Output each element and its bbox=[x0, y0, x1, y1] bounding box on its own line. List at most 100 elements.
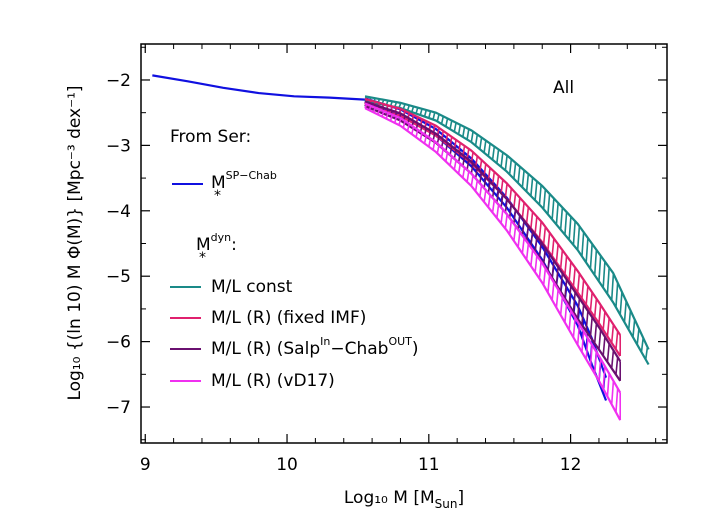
legend-label-sp-chab: MSP−Chab bbox=[211, 169, 277, 193]
legend-label-vd17: M/L (R) (vD17) bbox=[211, 371, 335, 391]
series-4-hatch bbox=[610, 350, 615, 369]
series-5-hatch bbox=[547, 275, 551, 293]
series-2-hatch bbox=[615, 282, 619, 308]
series-5-hatch bbox=[385, 112, 389, 119]
series-2-hatch bbox=[457, 124, 462, 135]
series-2-hatch bbox=[466, 128, 470, 140]
series-2-hatch bbox=[559, 207, 564, 230]
series-4-hatch bbox=[504, 199, 508, 213]
series-2-hatch bbox=[504, 155, 508, 171]
series-3-hatch bbox=[538, 221, 542, 239]
series-3-hatch bbox=[525, 207, 530, 224]
y-tick-label: −4 bbox=[106, 202, 131, 222]
series-5-hatch bbox=[483, 189, 487, 203]
series-4-hatch bbox=[585, 310, 589, 332]
series-5-hatch bbox=[610, 380, 615, 405]
series-3-hatch bbox=[572, 267, 576, 287]
series-4-hatch bbox=[479, 172, 483, 184]
series-2-hatch bbox=[644, 346, 649, 360]
series-5-hatch bbox=[598, 358, 602, 381]
series-5-hatch bbox=[606, 373, 610, 397]
series-3-hatch bbox=[589, 292, 593, 312]
series-5-hatch bbox=[504, 214, 508, 229]
series-4-hatch bbox=[606, 343, 610, 363]
series-5-hatch bbox=[389, 114, 394, 122]
series-3-hatch bbox=[610, 324, 615, 343]
series-4-hatch bbox=[568, 285, 572, 306]
series-5-hatch bbox=[436, 144, 440, 154]
series-5-hatch bbox=[487, 194, 491, 208]
series-5-hatch bbox=[423, 135, 428, 144]
series-2-hatch bbox=[542, 189, 547, 210]
series-5-lower-edge bbox=[364, 107, 622, 421]
series-5-hatch bbox=[564, 303, 568, 323]
series-5-hatch bbox=[453, 159, 457, 170]
series-4-hatch bbox=[496, 190, 500, 203]
series-2-hatch bbox=[411, 106, 415, 113]
series-5-hatch bbox=[377, 109, 381, 115]
series-2-hatch bbox=[610, 273, 615, 301]
series-4-hatch bbox=[593, 323, 598, 344]
y-tick-label: −2 bbox=[106, 71, 131, 91]
series-3-hatch bbox=[504, 183, 508, 198]
series-2-hatch bbox=[576, 226, 581, 251]
legend-group2-title: Mdyn: bbox=[196, 231, 237, 255]
series-5-band bbox=[364, 102, 622, 421]
series-3-hatch bbox=[593, 298, 598, 318]
series-2-hatch bbox=[521, 170, 525, 188]
series-5-hatch bbox=[398, 117, 402, 126]
series-4-hatch bbox=[589, 317, 593, 338]
series-2-hatch bbox=[602, 261, 606, 288]
series-2-hatch bbox=[525, 173, 530, 192]
axis-ticks bbox=[141, 44, 667, 443]
x-axis-title: Log₁₀ M [MSun] bbox=[344, 488, 464, 511]
tick-labels: 9 10 11 12 −2 −3 −4 −5 −6 −7 bbox=[106, 71, 581, 475]
series-2-hatch bbox=[568, 216, 572, 240]
series-3-hatch bbox=[568, 261, 572, 281]
series-5-hatch bbox=[589, 345, 593, 367]
series-5-hatch bbox=[457, 163, 462, 174]
series-5-hatch bbox=[415, 129, 419, 138]
series-2-band bbox=[364, 95, 650, 366]
y-tick-label: −6 bbox=[106, 333, 131, 353]
y-tick-label: −5 bbox=[106, 267, 131, 287]
series-2-hatch bbox=[483, 140, 487, 153]
series-4-hatch bbox=[581, 304, 585, 325]
series-2-hatch bbox=[415, 107, 419, 114]
series-2-hatch bbox=[419, 108, 423, 116]
series-5-hatch bbox=[500, 209, 504, 224]
series-5-hatch bbox=[581, 331, 585, 353]
series-0-line bbox=[152, 74, 366, 101]
series-2-hatch bbox=[470, 131, 474, 143]
series-2-hatch bbox=[564, 211, 568, 235]
series-3-hatch bbox=[517, 197, 521, 213]
series-5-upper-edge bbox=[364, 102, 622, 394]
series-4-hatch bbox=[615, 357, 619, 375]
series-2-hatch bbox=[627, 310, 632, 330]
series-2-hatch bbox=[623, 301, 627, 323]
series-2-hatch bbox=[432, 112, 436, 120]
series-4-hatch bbox=[542, 248, 547, 265]
series-4-hatch bbox=[483, 176, 487, 189]
x-tick-label: 11 bbox=[418, 455, 440, 475]
series-2-hatch bbox=[598, 255, 602, 282]
y-tick-label: −3 bbox=[106, 136, 131, 156]
series-5-hatch bbox=[449, 156, 453, 166]
series-2-hatch bbox=[398, 102, 402, 109]
series-3-hatch bbox=[496, 175, 500, 190]
legend-label-ml-const: M/L const bbox=[211, 277, 293, 297]
series-5-hatch bbox=[559, 296, 564, 316]
series-5-hatch bbox=[462, 167, 466, 178]
series-2-hatch bbox=[402, 103, 406, 110]
series-2-hatch bbox=[500, 152, 504, 167]
series-5-hatch bbox=[542, 268, 547, 286]
series-5-hatch bbox=[440, 148, 445, 158]
series-2-hatch bbox=[462, 126, 466, 138]
series-3-hatch bbox=[564, 255, 568, 275]
series-4-upper-edge bbox=[364, 100, 622, 362]
series-5-hatch bbox=[593, 351, 598, 374]
series-4-hatch bbox=[474, 167, 479, 179]
series-5-hatch bbox=[572, 317, 576, 338]
x-tick-label: 9 bbox=[140, 455, 151, 475]
series-4-hatch bbox=[517, 215, 521, 230]
